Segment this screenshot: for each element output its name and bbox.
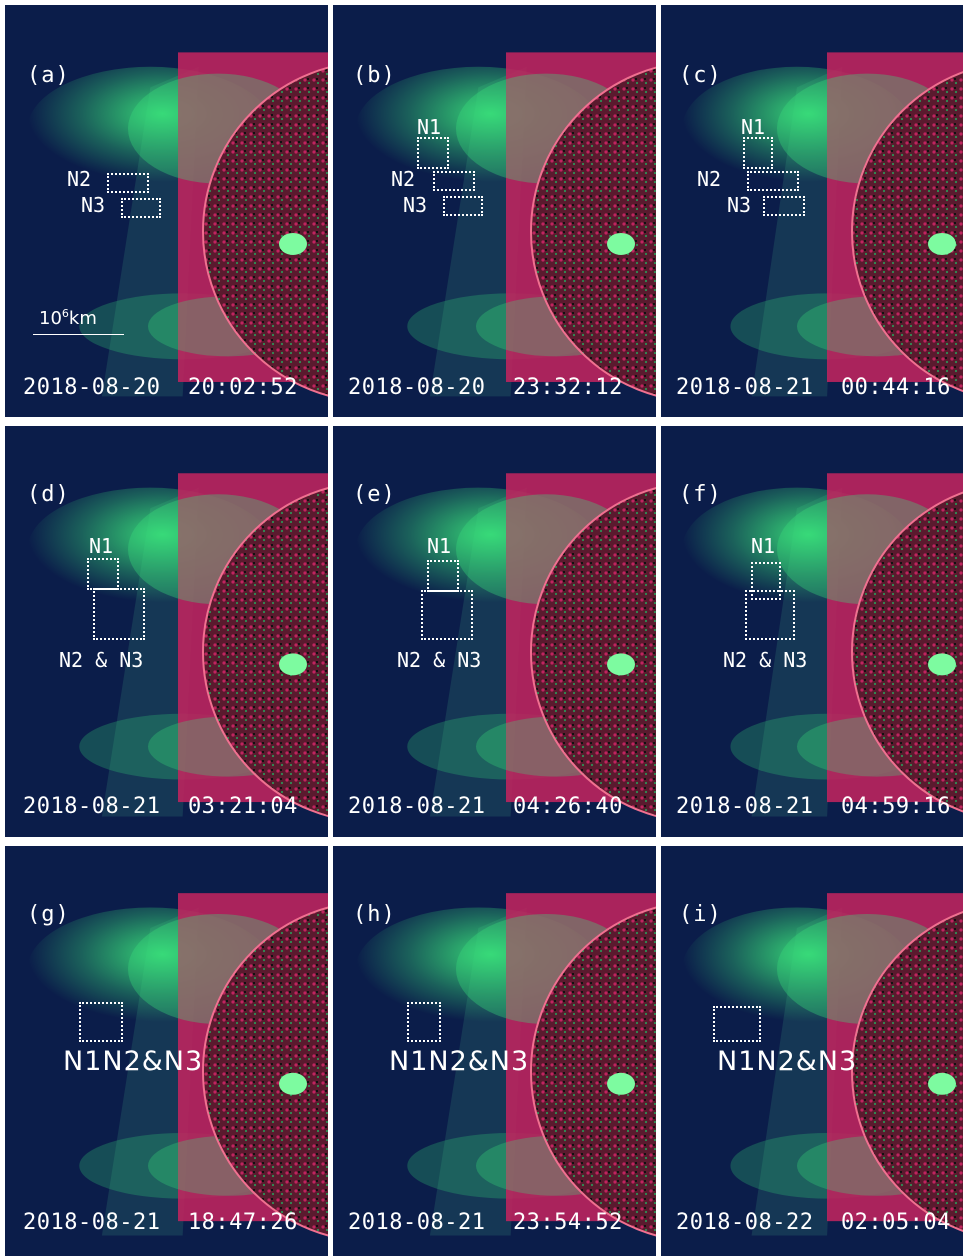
region-label-n3: N3 <box>403 193 428 217</box>
coronagraph-image <box>5 426 328 837</box>
coronagraph-image <box>5 846 328 1256</box>
panel-label: (a) <box>27 63 70 88</box>
coronagraph-image <box>5 5 328 417</box>
timestamp: 2018-08-20 23:32:12 <box>348 375 623 400</box>
region-box-n2 <box>433 171 475 191</box>
region-box-n3 <box>443 196 483 216</box>
region-box-n3 <box>763 196 805 216</box>
region-box-n2-n3 <box>421 590 473 640</box>
coronagraph-image <box>661 846 963 1256</box>
region-box-n1 <box>743 137 773 169</box>
region-label-n1: N1 <box>417 115 442 139</box>
panel-h: (h) N1N2&N3 2018-08-21 23:54:52 <box>333 846 656 1256</box>
region-label-n3: N3 <box>727 193 752 217</box>
panel-b: (b) N1 N2 N3 2018-08-20 23:32:12 <box>333 5 656 417</box>
region-label-n2: N2 <box>697 167 722 191</box>
panel-c: (c) N1 N2 N3 2018-08-21 00:44:16 <box>661 5 963 417</box>
coronagraph-image <box>333 5 656 417</box>
region-label-n1n2n3: N1N2&N3 <box>389 1046 530 1077</box>
region-label-n1: N1 <box>741 115 766 139</box>
panel-label: (e) <box>353 482 396 507</box>
region-box-n1 <box>751 562 781 600</box>
timestamp: 2018-08-21 03:21:04 <box>23 794 298 819</box>
region-label-n2-n3: N2 & N3 <box>397 648 482 672</box>
panel-d: (d) N1 N2 & N3 2018-08-21 03:21:04 <box>5 426 328 837</box>
timestamp: 2018-08-21 00:44:16 <box>676 375 951 400</box>
scale-bar-label: 106km <box>39 307 97 329</box>
panel-label: (d) <box>27 482 70 507</box>
coronagraph-image <box>333 426 656 837</box>
coronagraph-image <box>661 5 963 417</box>
panel-label: (b) <box>353 63 396 88</box>
region-box-n1n2n3 <box>713 1006 761 1042</box>
panel-g: (g) N1N2&N3 2018-08-21 18:47:26 <box>5 846 328 1256</box>
timestamp: 2018-08-22 02:05:04 <box>676 1210 951 1235</box>
region-label-n2-n3: N2 & N3 <box>59 648 144 672</box>
timestamp: 2018-08-21 18:47:26 <box>23 1210 298 1235</box>
region-label-n1n2n3: N1N2&N3 <box>717 1046 858 1077</box>
coronagraph-image <box>661 426 963 837</box>
timestamp: 2018-08-21 04:26:40 <box>348 794 623 819</box>
region-label-n1: N1 <box>751 534 776 558</box>
region-box-n2 <box>107 173 149 193</box>
region-box-n1 <box>417 137 449 169</box>
timestamp: 2018-08-21 23:54:52 <box>348 1210 623 1235</box>
panel-e: (e) N1 N2 & N3 2018-08-21 04:26:40 <box>333 426 656 837</box>
region-box-n2-n3 <box>93 588 145 640</box>
timestamp: 2018-08-20 20:02:52 <box>23 375 298 400</box>
panel-label: (g) <box>27 902 70 927</box>
region-box-n1n2n3 <box>407 1002 441 1042</box>
panel-label: (i) <box>679 902 722 927</box>
panel-label: (f) <box>679 482 722 507</box>
region-label-n1: N1 <box>427 534 452 558</box>
coronagraph-image <box>333 846 656 1256</box>
region-box-n2-n3 <box>745 590 795 640</box>
panel-a: (a) N2 N3 106km 2018-08-20 20:02:52 <box>5 5 328 417</box>
timestamp: 2018-08-21 04:59:16 <box>676 794 951 819</box>
region-label-n2-n3: N2 & N3 <box>723 648 808 672</box>
region-box-n1 <box>427 560 459 592</box>
region-label-n1: N1 <box>89 534 114 558</box>
region-box-n2 <box>747 171 799 191</box>
panel-i: (i) N1N2&N3 2018-08-22 02:05:04 <box>661 846 963 1256</box>
panel-label: (h) <box>353 902 396 927</box>
panel-f: (f) N1 N2 & N3 2018-08-21 04:59:16 <box>661 426 963 837</box>
region-box-n3 <box>121 198 161 218</box>
region-label-n2: N2 <box>67 167 92 191</box>
region-label-n2: N2 <box>391 167 416 191</box>
region-box-n1 <box>87 558 119 590</box>
region-label-n3: N3 <box>81 193 106 217</box>
region-box-n1n2n3 <box>79 1002 123 1042</box>
region-label-n1n2n3: N1N2&N3 <box>63 1046 204 1077</box>
panel-label: (c) <box>679 63 722 88</box>
scale-bar-line <box>33 334 124 335</box>
